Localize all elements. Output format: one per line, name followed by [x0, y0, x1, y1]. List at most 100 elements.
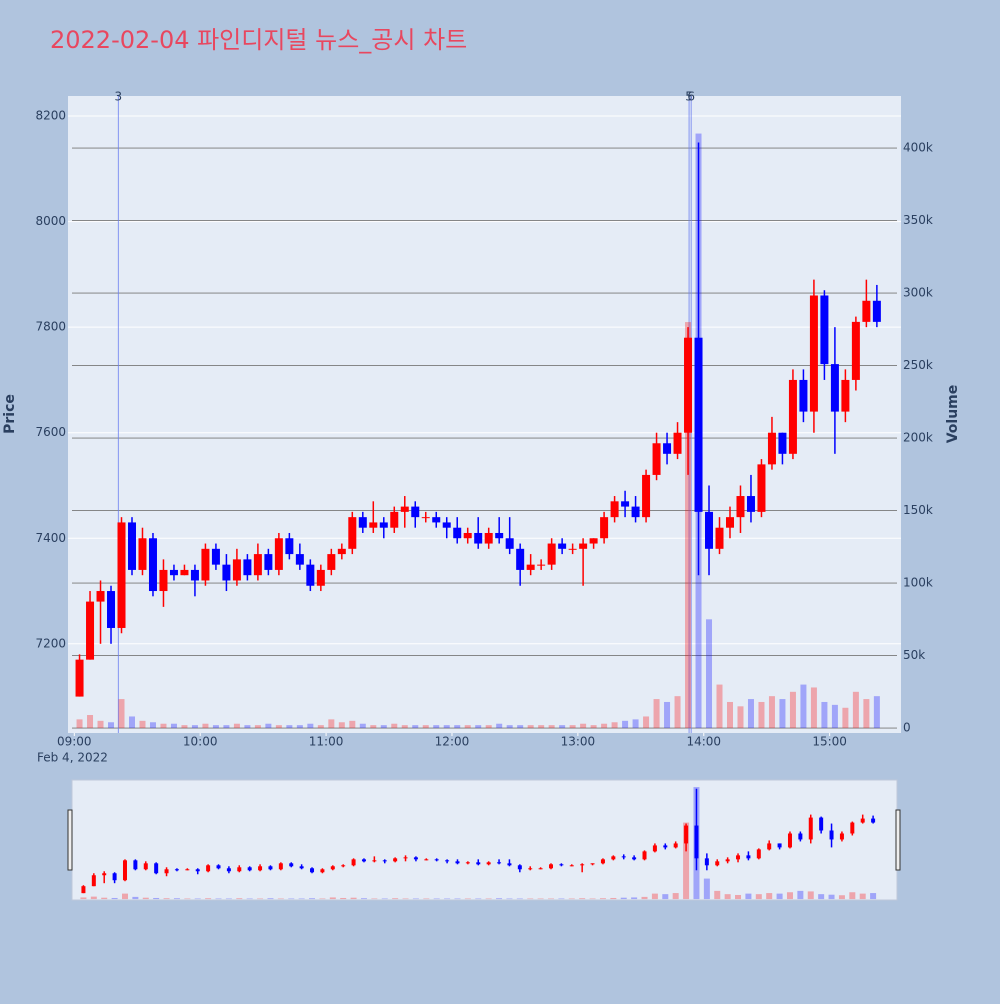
volume-bar — [789, 691, 796, 729]
volume-bar — [128, 716, 135, 729]
y2-axis-title: Volume — [945, 385, 961, 444]
volume-bar — [340, 897, 347, 900]
y2-tick-label: 150k — [903, 503, 933, 517]
candle-body — [652, 845, 657, 852]
candle-body — [736, 496, 745, 518]
y-tick-label: 7600 — [35, 425, 66, 439]
volume-bar — [464, 898, 471, 900]
y-tick-label: 8000 — [35, 214, 66, 228]
x-tick-label: 12:00 — [435, 735, 470, 749]
volume-bar — [205, 898, 212, 900]
volume-bar — [97, 720, 104, 729]
candle-body — [819, 817, 824, 831]
volume-bar — [184, 898, 191, 900]
candle-body — [538, 868, 543, 870]
candle-body — [268, 866, 273, 870]
range-handle[interactable] — [67, 809, 73, 871]
candle-body — [756, 849, 761, 859]
candle-body — [358, 517, 367, 528]
volume-bar — [412, 898, 419, 900]
volume-bar — [309, 898, 316, 900]
candle-body — [143, 863, 148, 870]
volume-bar — [735, 894, 742, 900]
candle-body — [243, 559, 252, 576]
candle-body — [320, 869, 325, 873]
range-slider[interactable] — [71, 779, 898, 901]
candle-body — [81, 886, 86, 894]
volume-bar — [286, 725, 293, 729]
candle-body — [851, 321, 860, 380]
volume-bar — [149, 722, 156, 729]
y2-tick-label: 350k — [903, 213, 933, 227]
candle-body — [787, 833, 792, 848]
candle-body — [169, 569, 178, 576]
x-tick-label: 10:00 — [183, 735, 218, 749]
candle-body — [117, 522, 126, 628]
volume-bar — [370, 725, 377, 729]
volume-bar — [412, 725, 419, 729]
news-label: 6 — [687, 90, 695, 104]
candle-body — [632, 857, 637, 860]
volume-bar — [506, 898, 513, 900]
volume-bar — [580, 723, 587, 729]
volume-bar — [90, 896, 97, 900]
candle-body — [201, 548, 210, 581]
volume-bar — [496, 723, 503, 729]
range-handle[interactable] — [895, 809, 901, 871]
volume-bar — [599, 898, 606, 900]
candle-body — [299, 866, 304, 869]
volume-bar — [786, 892, 793, 900]
volume-bar — [601, 723, 608, 729]
candle-body — [611, 856, 616, 860]
candle-body — [285, 538, 294, 555]
candle-body — [757, 464, 766, 512]
candle-body — [507, 863, 512, 866]
volume-bar — [246, 898, 253, 900]
candle-body — [148, 538, 157, 592]
candle-body — [382, 860, 387, 862]
volume-bar — [296, 725, 303, 729]
candle-body — [432, 517, 441, 523]
x-tick-label: 13:00 — [561, 735, 596, 749]
candle-body — [226, 868, 231, 872]
candle-body — [274, 538, 283, 570]
volume-bar — [568, 898, 575, 900]
volume-bar — [380, 725, 387, 729]
volume-bar — [108, 722, 115, 729]
candle-body — [351, 859, 356, 866]
volume-bar — [821, 701, 828, 729]
candle-body — [278, 863, 283, 870]
volume-bar — [277, 898, 284, 900]
volume-bar — [685, 322, 692, 729]
candle-body — [341, 865, 346, 867]
candle-body — [505, 538, 514, 549]
volume-bar — [464, 725, 471, 729]
volume-bar — [724, 894, 731, 900]
candle-body — [174, 869, 179, 871]
candle-body — [830, 364, 839, 412]
volume-bar — [517, 725, 524, 729]
volume-bar — [849, 892, 856, 900]
candle-body — [86, 601, 95, 660]
volume-bar — [706, 619, 713, 729]
candle-body — [393, 858, 398, 862]
candle-body — [621, 501, 630, 507]
candle-body — [548, 864, 553, 869]
candle-body — [102, 873, 107, 876]
candle-body — [725, 517, 734, 528]
candle-body — [600, 859, 605, 864]
candle-body — [403, 857, 408, 859]
volume-bar — [298, 898, 305, 900]
volume-bar — [590, 725, 597, 729]
candle-body — [216, 865, 221, 869]
candle-body — [767, 432, 776, 465]
candle-body — [808, 817, 813, 840]
candle-body — [195, 869, 200, 872]
volume-bar — [80, 897, 87, 900]
candle-body — [434, 859, 439, 861]
candle-body — [517, 865, 522, 870]
y2-tick-label: 100k — [903, 576, 933, 590]
candle-body — [400, 506, 409, 512]
volume-bar — [233, 723, 240, 729]
